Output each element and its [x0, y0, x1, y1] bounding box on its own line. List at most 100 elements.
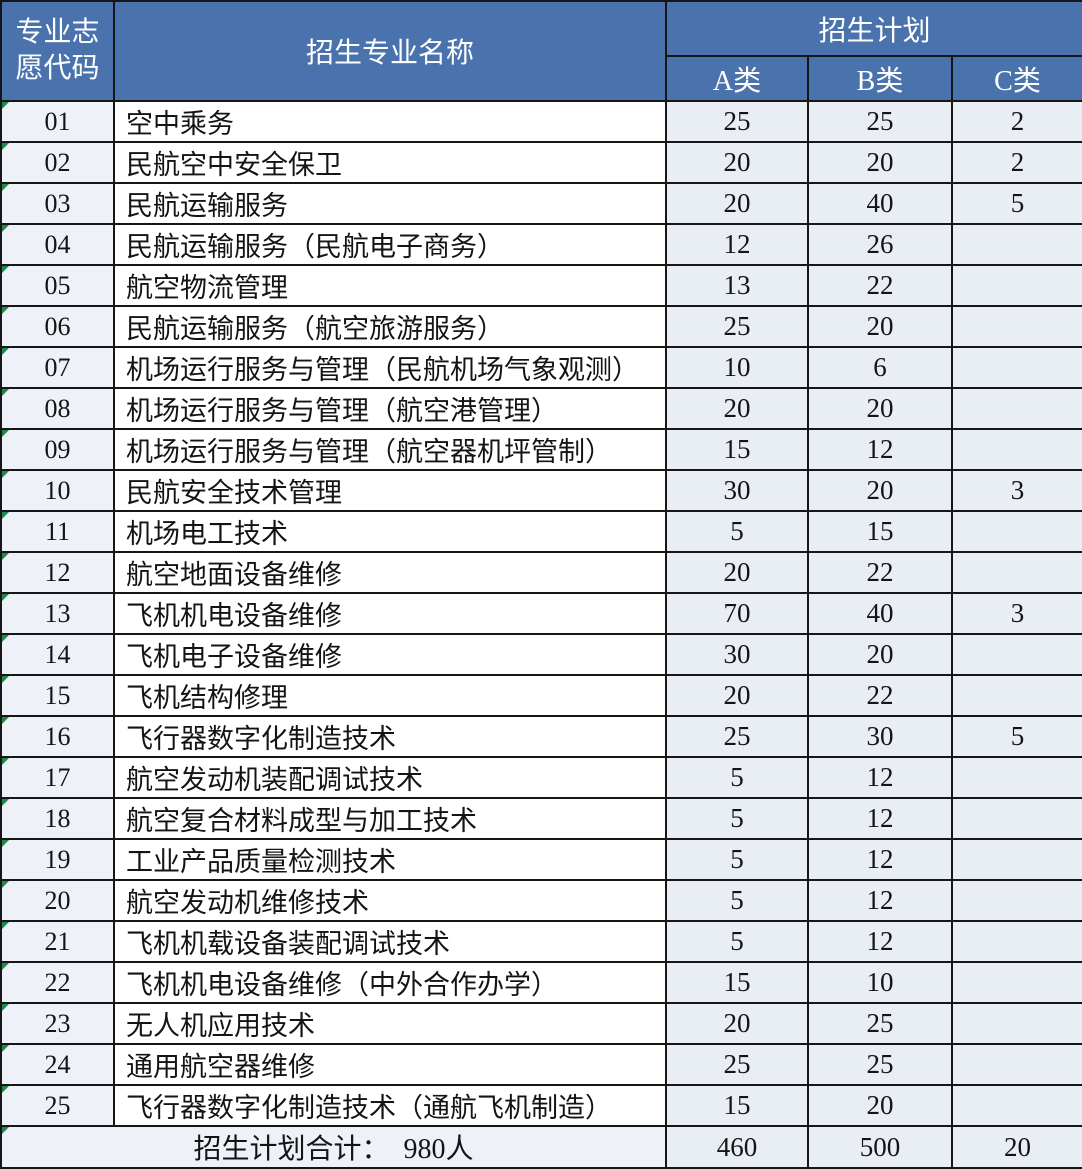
major-code-cell: 24	[0, 1043, 115, 1086]
plan-a-cell: 5	[665, 797, 809, 840]
plan-c-cell	[950, 264, 1082, 307]
major-name-cell: 机场电工技术	[113, 510, 667, 553]
header-major-name: 招生专业名称	[113, 0, 667, 102]
major-code-cell: 15	[0, 674, 115, 717]
major-code-cell: 21	[0, 920, 115, 963]
table-row: 02 民航空中安全保卫 20 20 2	[0, 141, 1082, 184]
major-name-cell: 航空发动机维修技术	[113, 879, 667, 922]
plan-c-cell	[950, 920, 1082, 963]
plan-c-cell	[950, 797, 1082, 840]
plan-b-cell: 12	[807, 838, 953, 881]
plan-a-cell: 5	[665, 838, 809, 881]
plan-b-cell: 20	[807, 469, 953, 512]
plan-a-cell: 25	[665, 715, 809, 758]
plan-c-cell	[950, 1002, 1082, 1045]
plan-a-cell: 15	[665, 428, 809, 471]
major-name-cell: 机场运行服务与管理（民航机场气象观测）	[113, 346, 667, 389]
plan-a-cell: 5	[665, 879, 809, 922]
plan-a-cell: 70	[665, 592, 809, 635]
table-row: 07 机场运行服务与管理（民航机场气象观测） 10 6	[0, 346, 1082, 389]
plan-b-cell: 15	[807, 510, 953, 553]
major-code-cell: 23	[0, 1002, 115, 1045]
plan-b-cell: 22	[807, 551, 953, 594]
total-b-cell: 500	[807, 1125, 953, 1169]
plan-b-cell: 25	[807, 1043, 953, 1086]
major-code-cell: 19	[0, 838, 115, 881]
plan-b-cell: 12	[807, 920, 953, 963]
plan-c-cell: 2	[950, 141, 1082, 184]
major-name-cell: 机场运行服务与管理（航空器机坪管制）	[113, 428, 667, 471]
plan-a-cell: 12	[665, 223, 809, 266]
major-code-cell: 12	[0, 551, 115, 594]
table-row: 04 民航运输服务（民航电子商务） 12 26	[0, 223, 1082, 266]
plan-b-cell: 25	[807, 1002, 953, 1045]
plan-c-cell	[950, 1084, 1082, 1127]
table-row: 01 空中乘务 25 25 2	[0, 100, 1082, 143]
major-name-cell: 飞行器数字化制造技术（通航飞机制造）	[113, 1084, 667, 1127]
plan-a-cell: 30	[665, 633, 809, 676]
table-row: 13 飞机机电设备维修 70 40 3	[0, 592, 1082, 635]
plan-b-cell: 12	[807, 797, 953, 840]
major-code-cell: 17	[0, 756, 115, 799]
plan-a-cell: 30	[665, 469, 809, 512]
table-row: 16 飞行器数字化制造技术 25 30 5	[0, 715, 1082, 758]
plan-c-cell: 2	[950, 100, 1082, 143]
major-name-cell: 空中乘务	[113, 100, 667, 143]
plan-c-cell	[950, 838, 1082, 881]
major-code-cell: 07	[0, 346, 115, 389]
plan-c-cell	[950, 223, 1082, 266]
plan-c-cell: 3	[950, 592, 1082, 635]
major-name-cell: 飞机结构修理	[113, 674, 667, 717]
total-row: 招生计划合计： 980人 460 500 20	[0, 1125, 1082, 1169]
plan-a-cell: 20	[665, 387, 809, 430]
major-name-cell: 航空发动机装配调试技术	[113, 756, 667, 799]
table-row: 10 民航安全技术管理 30 20 3	[0, 469, 1082, 512]
major-code-cell: 01	[0, 100, 115, 143]
plan-c-cell	[950, 346, 1082, 389]
header-major-code: 专业志 愿代码	[0, 0, 115, 102]
plan-c-cell	[950, 387, 1082, 430]
major-code-cell: 03	[0, 182, 115, 225]
plan-c-cell: 5	[950, 182, 1082, 225]
table-row: 19 工业产品质量检测技术 5 12	[0, 838, 1082, 881]
table-row: 24 通用航空器维修 25 25	[0, 1043, 1082, 1086]
table-row: 14 飞机电子设备维修 30 20	[0, 633, 1082, 676]
major-code-cell: 16	[0, 715, 115, 758]
plan-b-cell: 40	[807, 592, 953, 635]
plan-b-cell: 6	[807, 346, 953, 389]
major-name-cell: 飞机电子设备维修	[113, 633, 667, 676]
major-code-cell: 11	[0, 510, 115, 553]
plan-a-cell: 20	[665, 182, 809, 225]
plan-a-cell: 15	[665, 1084, 809, 1127]
major-name-cell: 无人机应用技术	[113, 1002, 667, 1045]
table-row: 12 航空地面设备维修 20 22	[0, 551, 1082, 594]
major-code-cell: 06	[0, 305, 115, 348]
plan-c-cell	[950, 1043, 1082, 1086]
major-name-cell: 飞机机电设备维修	[113, 592, 667, 635]
plan-a-cell: 5	[665, 510, 809, 553]
plan-c-cell	[950, 674, 1082, 717]
major-name-cell: 民航安全技术管理	[113, 469, 667, 512]
plan-b-cell: 26	[807, 223, 953, 266]
major-code-cell: 02	[0, 141, 115, 184]
plan-a-cell: 13	[665, 264, 809, 307]
plan-b-cell: 12	[807, 428, 953, 471]
table-footer: 招生计划合计： 980人 460 500 20	[0, 1125, 1082, 1169]
header-class-b: B类	[807, 55, 953, 102]
plan-a-cell: 20	[665, 1002, 809, 1045]
plan-b-cell: 10	[807, 961, 953, 1004]
header-row-2: A类 B类 C类	[1, 55, 1082, 102]
total-c-cell: 20	[950, 1125, 1082, 1169]
table-row: 18 航空复合材料成型与加工技术 5 12	[0, 797, 1082, 840]
plan-b-cell: 12	[807, 879, 953, 922]
table-row: 15 飞机结构修理 20 22	[0, 674, 1082, 717]
table-row: 22 飞机机电设备维修（中外合作办学） 15 10	[0, 961, 1082, 1004]
plan-b-cell: 20	[807, 305, 953, 348]
plan-b-cell: 12	[807, 756, 953, 799]
plan-b-cell: 20	[807, 633, 953, 676]
plan-c-cell	[950, 879, 1082, 922]
table-row: 06 民航运输服务（航空旅游服务） 25 20	[0, 305, 1082, 348]
total-label-cell: 招生计划合计： 980人	[0, 1125, 667, 1169]
major-name-cell: 民航运输服务（民航电子商务）	[113, 223, 667, 266]
